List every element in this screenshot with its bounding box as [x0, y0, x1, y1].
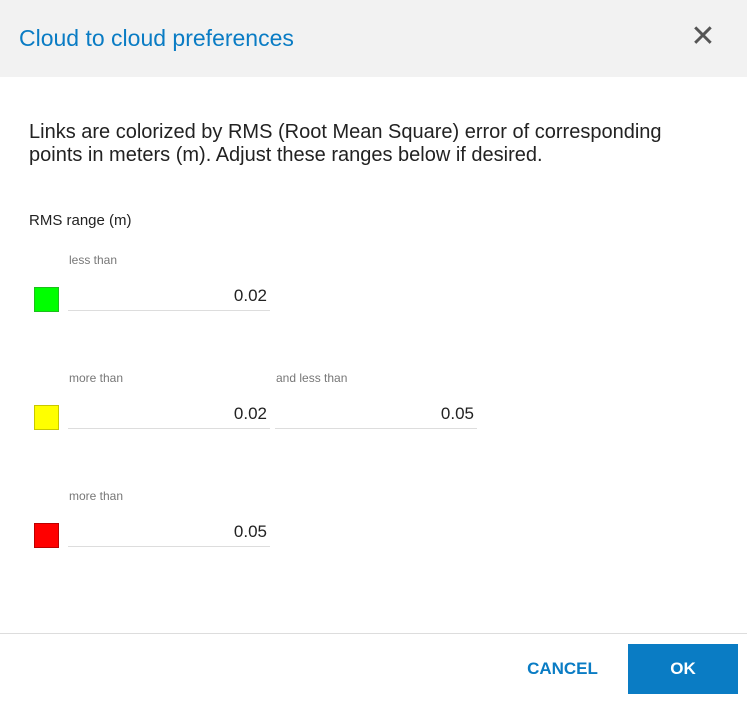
yellow-more-than-label: more than: [69, 371, 124, 385]
green-swatch: [34, 287, 59, 312]
footer-divider: [0, 633, 747, 634]
green-max-input[interactable]: [68, 281, 270, 311]
yellow-swatch: [34, 405, 59, 430]
yellow-max-input[interactable]: [275, 399, 477, 429]
description: Links are colorized by RMS (Root Mean Sq…: [29, 121, 662, 166]
red-swatch: [34, 523, 59, 548]
ok-button[interactable]: OK: [628, 644, 738, 694]
dialog-title: Cloud to cloud preferences: [19, 25, 294, 51]
rms-range-label: RMS range (m): [29, 212, 132, 229]
yellow-less-than-label: and less than: [276, 371, 348, 385]
cancel-button[interactable]: CANCEL: [515, 645, 610, 693]
red-min-input[interactable]: [68, 517, 270, 547]
yellow-min-input[interactable]: [68, 399, 270, 429]
dialog-header: Cloud to cloud preferences ✕: [0, 0, 747, 77]
red-more-than-label: more than: [69, 489, 124, 503]
close-icon[interactable]: ✕: [690, 20, 716, 53]
green-less-than-label: less than: [69, 253, 118, 267]
